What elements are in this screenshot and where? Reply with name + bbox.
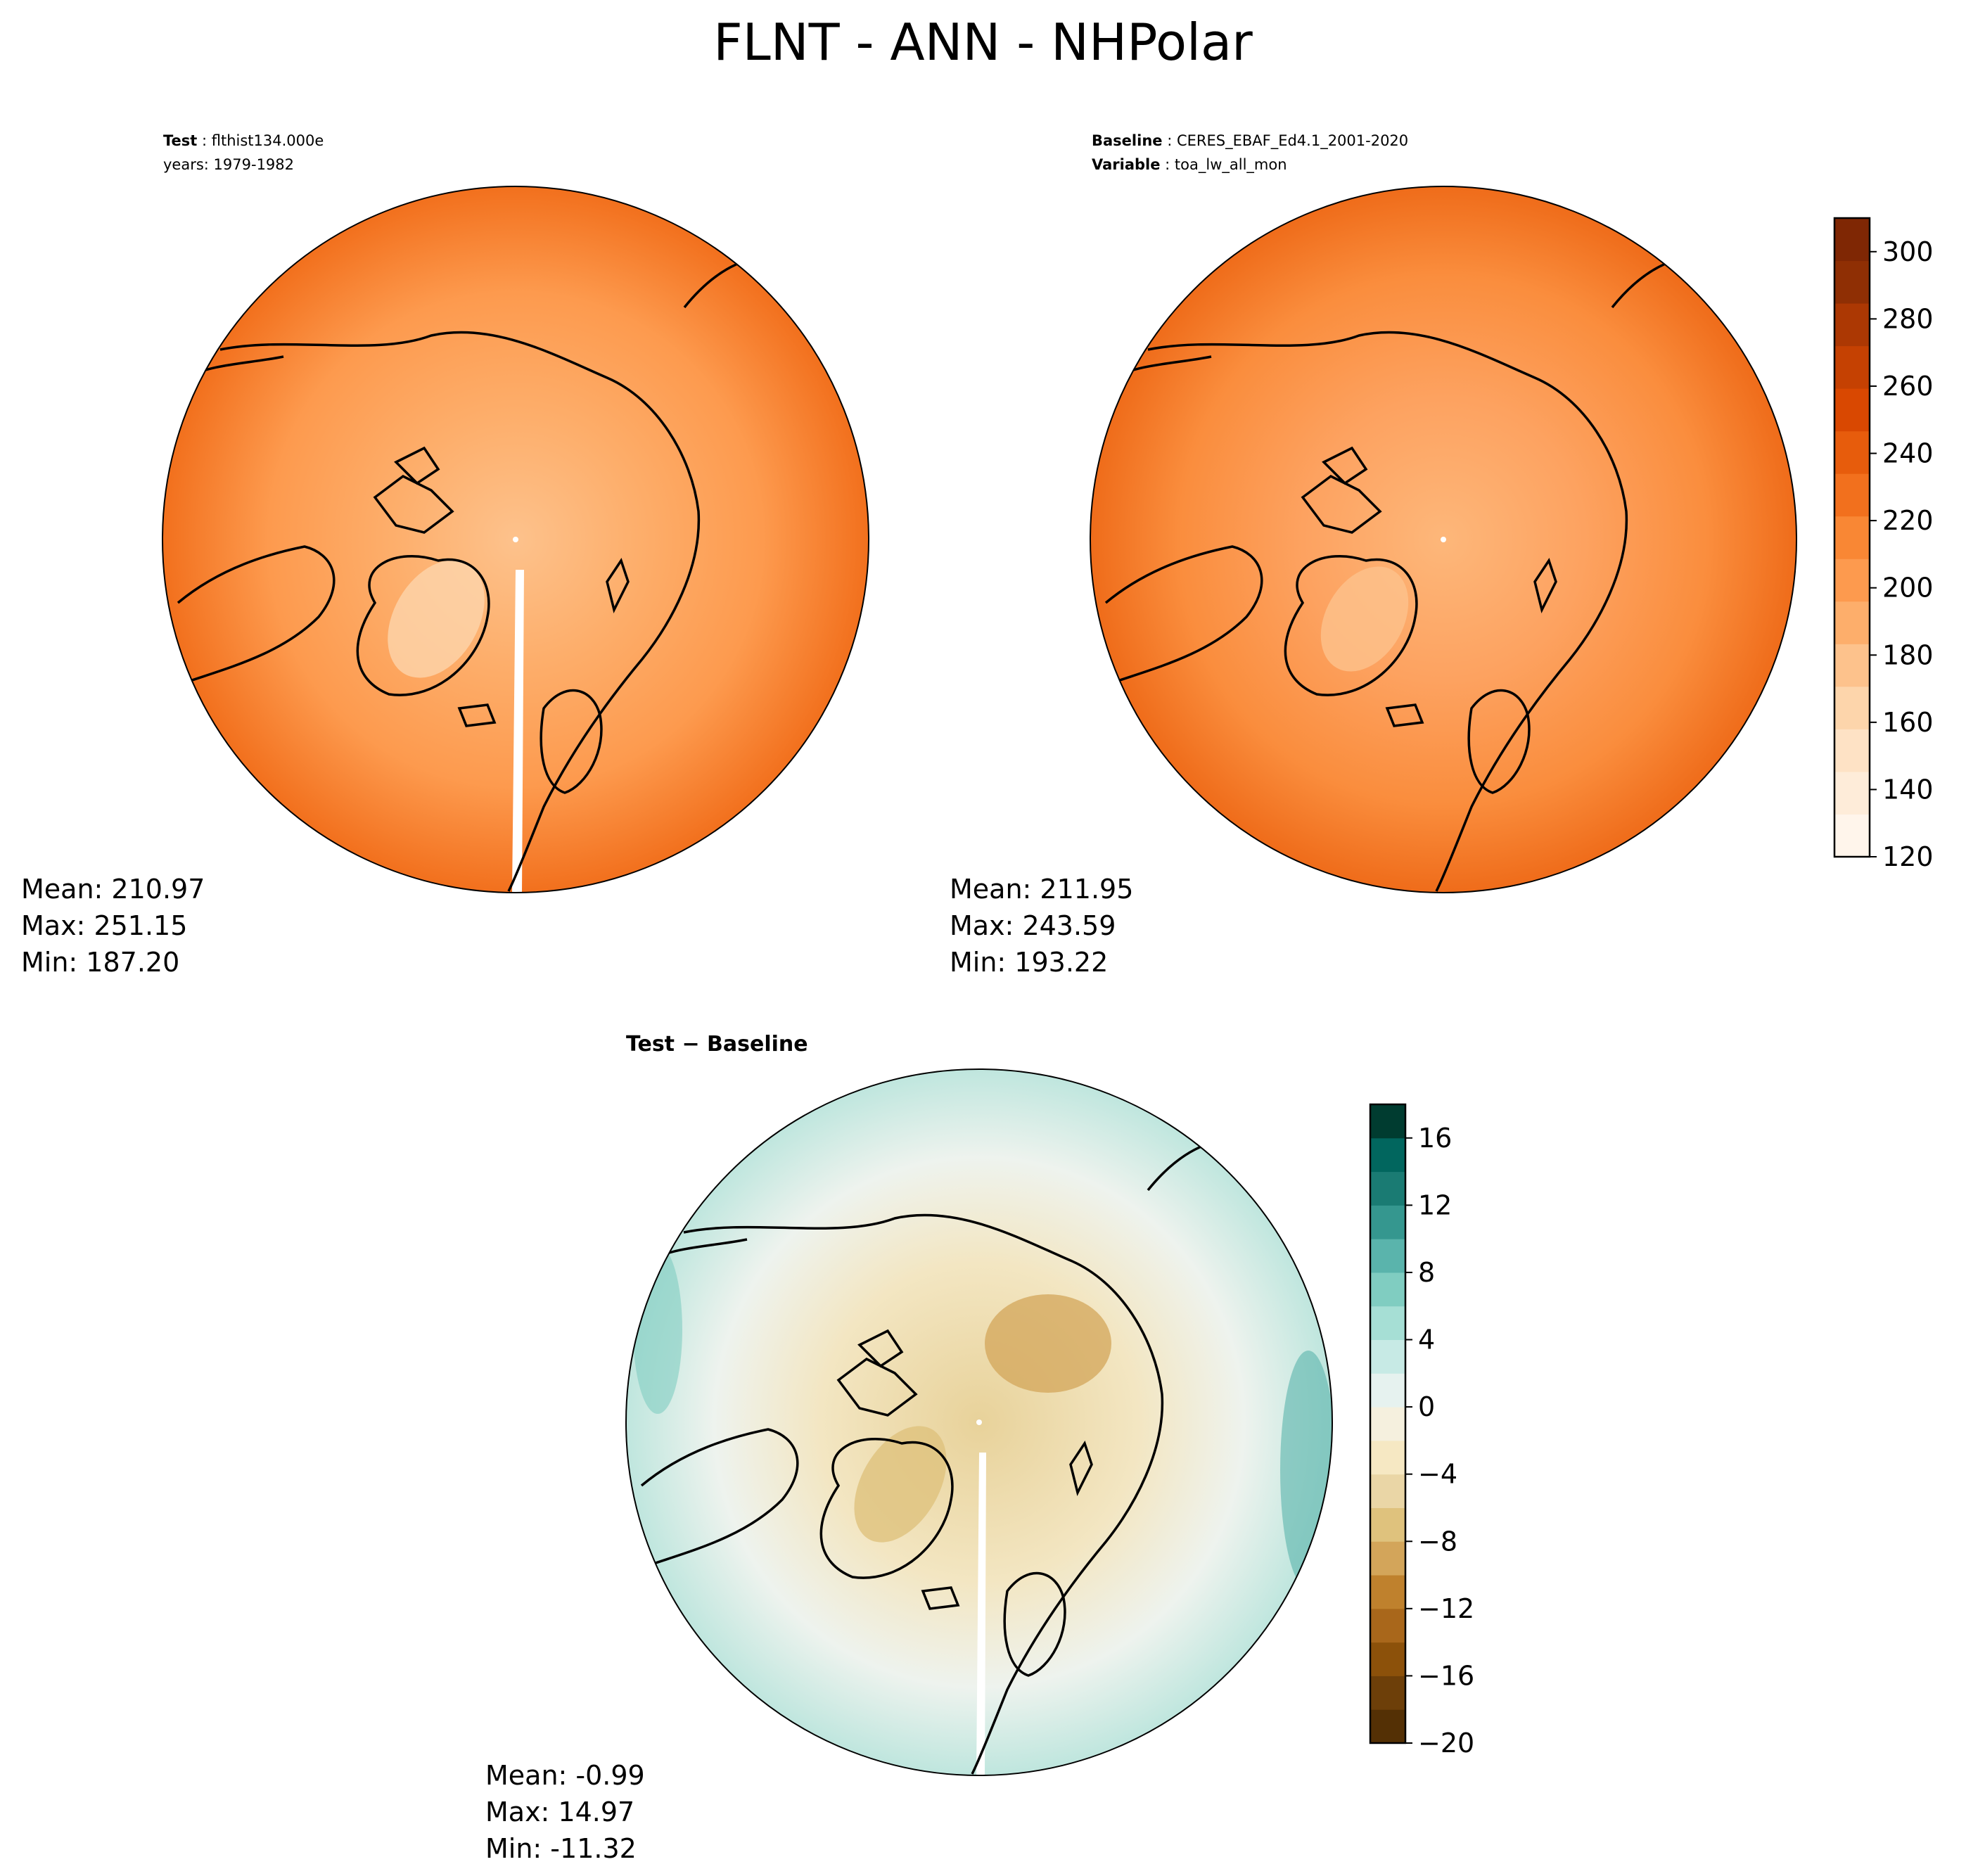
difference-title: Test − Baseline — [626, 1032, 808, 1057]
difference-min: Min: -11.32 — [485, 1833, 637, 1864]
colorbar-segment — [1834, 218, 1870, 262]
test-stats: Mean: 210.97 Max: 251.15 Min: 187.20 — [21, 871, 205, 981]
colorbar-frame — [1369, 1103, 1407, 1744]
colorbar-segment — [1370, 1306, 1405, 1341]
colorbar-segment — [1834, 303, 1870, 347]
difference-map-pacific-positive — [1280, 1351, 1332, 1590]
test-case-name: flthist134.000e — [211, 132, 324, 149]
difference-mean: Mean: -0.99 — [485, 1760, 645, 1791]
colorbar-segment — [1370, 1339, 1405, 1374]
colorbar-tick-label: 140 — [1882, 774, 1934, 805]
colorbar-segment — [1370, 1676, 1405, 1710]
test-mean: Mean: 210.97 — [21, 874, 205, 905]
baseline-min: Min: 193.22 — [950, 947, 1109, 978]
colorbar-segment — [1834, 644, 1870, 687]
colorbar-tick-label: 8 — [1418, 1257, 1435, 1288]
difference-map-siberia-negative — [985, 1294, 1111, 1393]
difference-max: Max: 14.97 — [485, 1797, 635, 1827]
colorbar-segment — [1370, 1608, 1405, 1643]
colorbar-segment — [1370, 1642, 1405, 1676]
colorbar-tick-label: 0 — [1418, 1391, 1435, 1422]
colorbar-segment — [1834, 260, 1870, 304]
colorbar-segment — [1834, 473, 1870, 517]
test-map — [162, 186, 869, 893]
baseline-map-boundary — [1090, 186, 1797, 893]
colorbar-tick-label: 200 — [1882, 573, 1934, 604]
colorbar-tick-label: −12 — [1418, 1593, 1474, 1624]
main-colorbar: 120 140 160 180 200 220 240 260 280 300 — [1833, 217, 1934, 872]
test-map-boundary — [162, 186, 869, 893]
difference-stats: Mean: -0.99 Max: 14.97 Min: -11.32 — [485, 1757, 645, 1867]
baseline-max: Max: 243.59 — [950, 910, 1116, 941]
colorbar-tick-label: 220 — [1882, 505, 1934, 536]
colorbar-tick-label: 180 — [1882, 639, 1934, 670]
colorbar-segment — [1834, 729, 1870, 772]
colorbar-segment — [1834, 345, 1870, 389]
difference-map-boundary — [625, 1068, 1333, 1776]
baseline-mean: Mean: 211.95 — [950, 874, 1134, 905]
baseline-dataset-name: CERES_EBAF_Ed4.1_2001-2020 — [1176, 132, 1409, 149]
difference-map-greenland-negative — [854, 1426, 947, 1543]
colorbar-segment — [1834, 814, 1870, 857]
variable-label: Variable — [1092, 156, 1161, 173]
difference-map-missing-data-wedge — [976, 1453, 986, 1775]
baseline-map-pole-marker — [1441, 537, 1446, 542]
colorbar-segment — [1834, 771, 1870, 815]
difference-map — [625, 1068, 1333, 1776]
colorbar-tick-label: 280 — [1882, 303, 1934, 334]
colorbar-segment — [1370, 1507, 1405, 1542]
test-label: Test — [163, 132, 198, 149]
colorbar-segment — [1370, 1407, 1405, 1441]
colorbar-tick-label: 4 — [1418, 1325, 1435, 1355]
test-map-pole-marker — [513, 537, 518, 542]
colorbar-frame — [1833, 217, 1871, 858]
colorbar-segment — [1370, 1474, 1405, 1508]
colorbar-tick-label: 240 — [1882, 438, 1934, 469]
difference-colorbar: −20 −16 −12 −8 −4 0 4 8 12 16 — [1369, 1103, 1474, 1759]
colorbar-segment — [1834, 516, 1870, 559]
variable-name: toa_lw_all_mon — [1174, 156, 1287, 173]
test-years: years: 1979-1982 — [163, 156, 295, 173]
colorbar-segment — [1370, 1709, 1405, 1744]
colorbar-tick-label: 120 — [1882, 841, 1934, 872]
test-max: Max: 251.15 — [21, 910, 188, 941]
colorbar-tick-label: 12 — [1418, 1189, 1452, 1220]
difference-map-pole-marker — [976, 1419, 982, 1425]
baseline-map-greenland-low — [1320, 566, 1409, 672]
difference-map-west-positive — [633, 1245, 682, 1414]
baseline-stats: Mean: 211.95 Max: 243.59 Min: 193.22 — [950, 871, 1133, 981]
test-map-greenland-low — [388, 560, 485, 678]
colorbar-segment — [1370, 1440, 1405, 1475]
colorbar-segment — [1370, 1171, 1405, 1206]
test-map-missing-data-wedge — [512, 570, 524, 893]
colorbar-segment — [1370, 1541, 1405, 1576]
baseline-header: Baseline : CERES_EBAF_Ed4.1_2001-2020 Va… — [1092, 132, 1409, 173]
colorbar-segment — [1370, 1104, 1405, 1139]
colorbar-tick-label: 260 — [1882, 371, 1934, 402]
colorbar-tick-label: −4 — [1418, 1459, 1457, 1490]
colorbar-segment — [1370, 1205, 1405, 1239]
colorbar-tick-label: 160 — [1882, 707, 1934, 738]
colorbar-segment — [1370, 1575, 1405, 1609]
colorbar-segment — [1834, 388, 1870, 432]
colorbar-segment — [1370, 1137, 1405, 1173]
test-header: Test : flthist134.000e years: 1979-1982 — [163, 129, 324, 177]
colorbar-segment — [1370, 1373, 1405, 1408]
figure-title: FLNT - ANN - NHPolar — [713, 13, 1253, 72]
baseline-label: Baseline — [1092, 132, 1163, 149]
colorbar-segment — [1834, 686, 1870, 729]
colorbar-segment — [1834, 559, 1870, 602]
test-min: Min: 187.20 — [21, 947, 180, 978]
colorbar-segment — [1834, 601, 1870, 644]
colorbar-tick-label: −8 — [1418, 1526, 1457, 1557]
colorbar-segment — [1370, 1272, 1405, 1307]
colorbar-tick-label: −16 — [1418, 1660, 1474, 1691]
baseline-map — [1090, 186, 1797, 893]
colorbar-tick-label: 300 — [1882, 236, 1934, 267]
colorbar-segment — [1834, 430, 1870, 474]
colorbar-segment — [1370, 1239, 1405, 1273]
colorbar-tick-label: −20 — [1418, 1728, 1474, 1759]
colorbar-tick-label: 16 — [1418, 1123, 1452, 1154]
